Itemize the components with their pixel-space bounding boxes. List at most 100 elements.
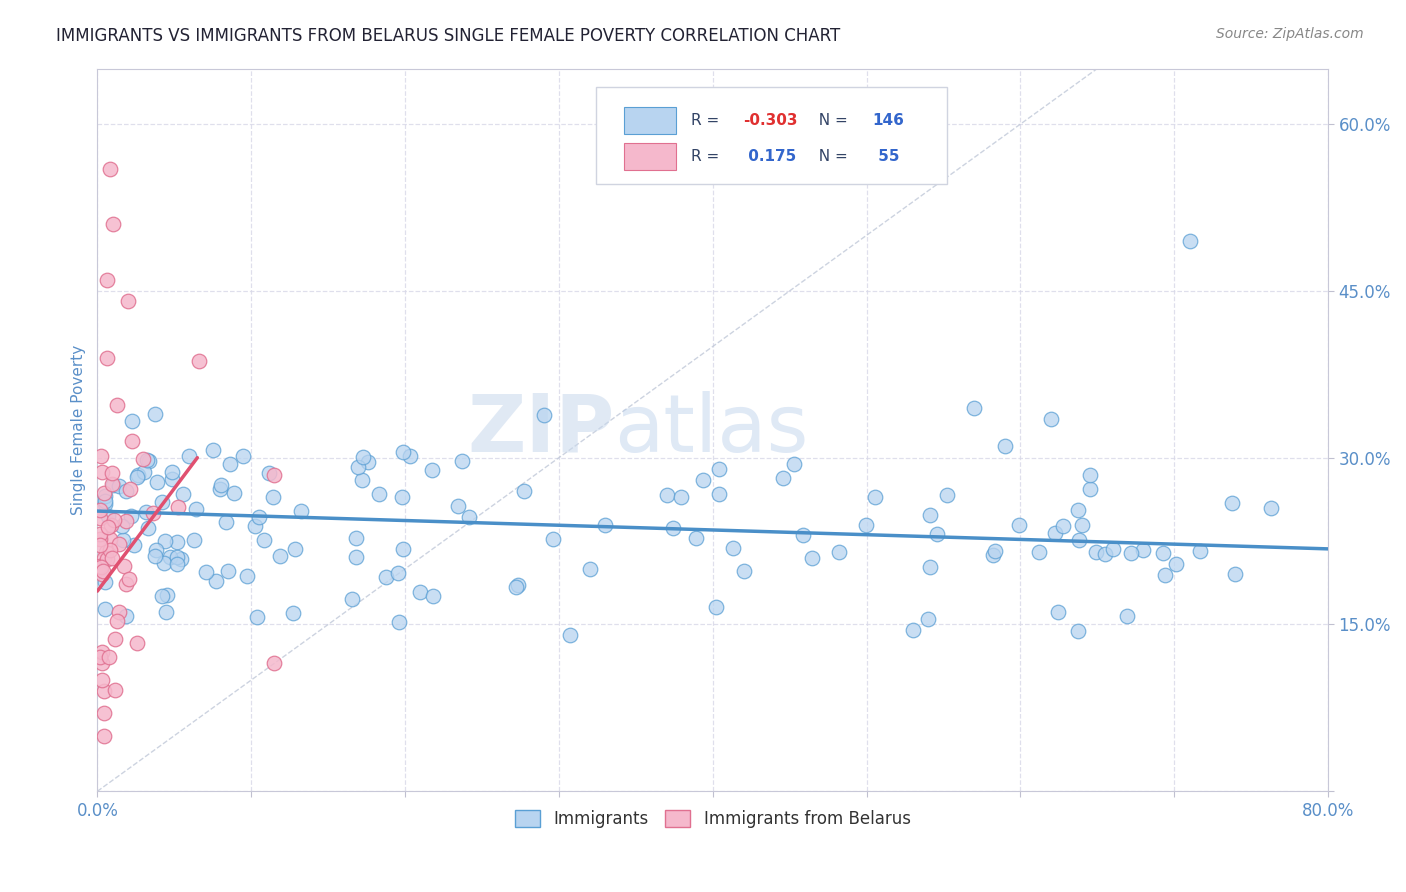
- Point: [93, 684, 115, 698]
- Point: [692, 473, 714, 487]
- Point: [122, 538, 145, 552]
- Point: [194, 565, 217, 579]
- Point: [263, 467, 285, 482]
- Point: [450, 454, 472, 468]
- Point: [508, 577, 530, 591]
- Point: [93, 550, 115, 565]
- Point: [283, 606, 305, 620]
- Y-axis label: Single Female Poverty: Single Female Poverty: [72, 345, 86, 515]
- Point: [1047, 605, 1070, 619]
- Point: [1028, 545, 1050, 559]
- Point: [208, 482, 231, 496]
- Point: [901, 623, 924, 637]
- Point: [89, 649, 111, 664]
- Point: [219, 457, 242, 471]
- Point: [533, 408, 555, 422]
- Point: [963, 401, 986, 415]
- Point: [183, 533, 205, 547]
- Point: [201, 443, 224, 458]
- Point: [155, 533, 177, 548]
- Point: [721, 541, 744, 555]
- Point: [1178, 234, 1201, 248]
- Point: [512, 483, 534, 498]
- Point: [1043, 525, 1066, 540]
- Point: [146, 475, 169, 489]
- Point: [284, 541, 307, 556]
- Point: [993, 439, 1015, 453]
- Point: [127, 470, 149, 484]
- Point: [263, 657, 285, 671]
- Point: [98, 649, 121, 664]
- Point: [391, 490, 413, 504]
- Point: [783, 458, 806, 472]
- Point: [344, 549, 367, 564]
- Point: [1220, 496, 1243, 510]
- Point: [143, 407, 166, 421]
- Point: [98, 532, 121, 546]
- Point: [1101, 542, 1123, 557]
- Point: [422, 589, 444, 603]
- Point: [114, 577, 136, 591]
- Point: [117, 293, 139, 308]
- Point: [169, 551, 191, 566]
- Point: [94, 494, 117, 508]
- Point: [1067, 502, 1090, 516]
- Point: [593, 517, 616, 532]
- Point: [142, 506, 165, 520]
- Point: [579, 562, 602, 576]
- Point: [262, 490, 284, 504]
- Point: [398, 449, 420, 463]
- Point: [422, 463, 444, 477]
- Point: [863, 490, 886, 504]
- Point: [1067, 533, 1090, 548]
- Point: [94, 574, 117, 589]
- Point: [160, 465, 183, 479]
- Point: [1040, 411, 1063, 425]
- Point: [685, 532, 707, 546]
- Point: [98, 161, 121, 176]
- Point: [367, 487, 389, 501]
- Point: [136, 453, 159, 467]
- Point: [1008, 517, 1031, 532]
- Point: [541, 532, 564, 546]
- Point: [1052, 518, 1074, 533]
- Text: -0.303: -0.303: [744, 113, 799, 128]
- Point: [166, 534, 188, 549]
- Point: [186, 502, 208, 516]
- Point: [104, 632, 127, 647]
- Text: ZIP: ZIP: [467, 391, 614, 469]
- Point: [132, 452, 155, 467]
- Text: 0.175: 0.175: [744, 149, 797, 164]
- Point: [392, 541, 415, 556]
- Point: [114, 609, 136, 624]
- Point: [224, 486, 246, 500]
- Point: [357, 454, 380, 468]
- Point: [662, 520, 685, 534]
- Point: [709, 487, 731, 501]
- Point: [97, 509, 120, 524]
- Point: [243, 519, 266, 533]
- Text: IMMIGRANTS VS IMMIGRANTS FROM BELARUS SINGLE FEMALE POVERTY CORRELATION CHART: IMMIGRANTS VS IMMIGRANTS FROM BELARUS SI…: [56, 27, 841, 45]
- Point: [290, 504, 312, 518]
- Point: [1132, 543, 1154, 558]
- Point: [96, 551, 118, 566]
- Point: [917, 612, 939, 626]
- Point: [112, 533, 135, 547]
- Point: [91, 567, 114, 582]
- Point: [1223, 566, 1246, 581]
- Point: [457, 510, 479, 524]
- Point: [97, 520, 120, 534]
- Point: [105, 398, 128, 412]
- Point: [91, 657, 114, 671]
- Point: [217, 564, 239, 578]
- Point: [792, 528, 814, 542]
- Point: [657, 487, 679, 501]
- Point: [96, 545, 118, 559]
- Point: [409, 585, 432, 599]
- Point: [101, 476, 124, 491]
- Point: [1260, 500, 1282, 515]
- Point: [558, 628, 581, 642]
- Point: [828, 545, 851, 559]
- Point: [391, 444, 413, 458]
- Point: [107, 605, 129, 619]
